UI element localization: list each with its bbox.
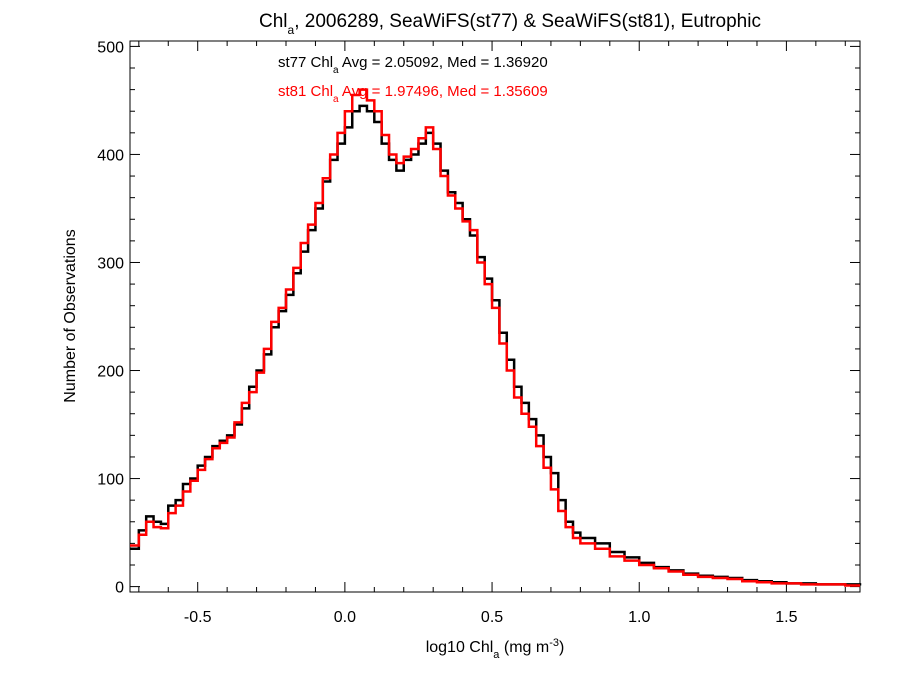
series-layer — [130, 88, 862, 587]
x-axis-label-base: log10 Chl — [426, 639, 494, 656]
x-axis-label: log10 Chla (mg m-3) — [426, 637, 565, 661]
x-axis-label-end: ) — [559, 639, 564, 656]
chart-title-sub: a — [288, 23, 295, 37]
st77-stats-suffix: Avg = 2.05092, Med = 1.36920 — [339, 54, 548, 71]
x-tick-label: 0.0 — [334, 609, 356, 626]
x-tick-label: 1.5 — [775, 609, 797, 626]
st77-stats-annotation: st77 Chla Avg = 2.05092, Med = 1.36920 — [278, 54, 548, 76]
x-tick-label: 1.0 — [628, 609, 650, 626]
y-tick-label: 0 — [115, 580, 124, 597]
y-tick-label: 500 — [97, 39, 124, 56]
st77-histogram-line — [130, 104, 862, 586]
tick-labels: -0.5 0.0 0.5 1.0 1.5 0 100 200 300 400 500 — [97, 39, 797, 626]
chart-title-base: Chl — [259, 11, 288, 32]
y-tick-label: 400 — [97, 147, 124, 164]
st81-histogram-line — [130, 88, 860, 587]
st81-stats-suffix: Avg = 1.97496, Med = 1.35609 — [339, 83, 548, 100]
chart-title-rest: , 2006289, SeaWiFS(st77) & SeaWiFS(st81)… — [294, 11, 761, 32]
x-axis-label-sub: a — [493, 649, 500, 661]
st77-stats-prefix: st77 Chl — [278, 54, 333, 71]
st81-stats-sub: a — [333, 94, 339, 105]
y-tick-label: 300 — [97, 255, 124, 272]
st81-stats-annotation: st81 Chla Avg = 1.97496, Med = 1.35609 — [278, 83, 548, 105]
st81-stats-prefix: st81 Chl — [278, 83, 333, 100]
chart-title: Chla, 2006289, SeaWiFS(st77) & SeaWiFS(s… — [259, 11, 761, 37]
x-tick-label: -0.5 — [184, 609, 212, 626]
x-axis-label-sup: -3 — [549, 637, 559, 649]
plot-frame — [129, 40, 861, 593]
axis-ticks — [130, 41, 860, 592]
st77-stats-sub: a — [333, 65, 339, 76]
y-tick-label: 100 — [97, 472, 124, 489]
x-tick-label: 0.5 — [481, 609, 503, 626]
y-tick-label: 200 — [97, 364, 124, 381]
x-axis-label-mid: (mg m — [499, 639, 549, 656]
y-axis-label: Number of Observations — [62, 229, 79, 402]
